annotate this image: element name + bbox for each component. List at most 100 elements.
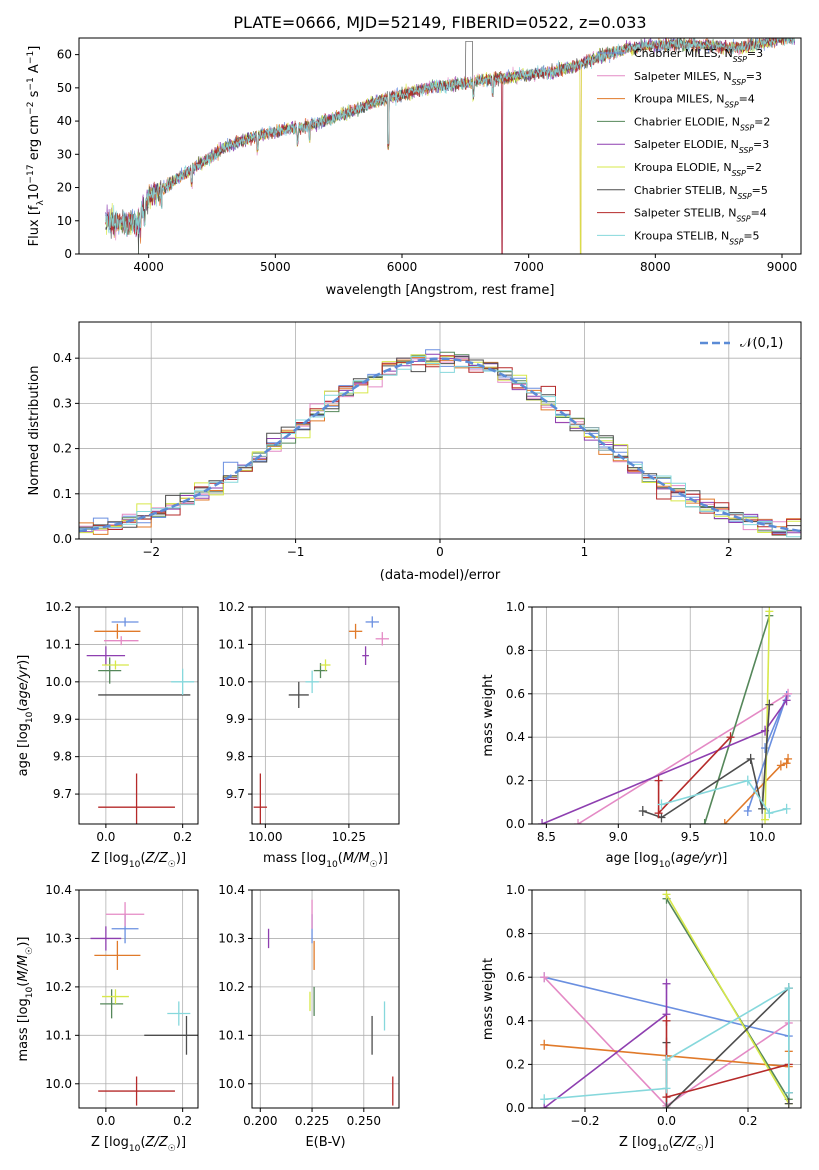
y-axis-label: mass [log10(M/M☉)] — [16, 937, 35, 1062]
x-axis-label: E(B-V) — [305, 1135, 345, 1150]
x-axis-label: Z [log10(Z/Z☉)] — [91, 1135, 186, 1154]
y-tick-label: 10.1 — [45, 637, 72, 651]
legend-entry: Chabrier MILES, NSSP=3 — [634, 47, 763, 64]
y-tick-label: 60 — [57, 48, 72, 62]
chart-title: PLATE=0666, MJD=52149, FIBERID=0522, z=0… — [233, 13, 646, 32]
legend: Chabrier MILES, NSSP=3 Salpeter MILES, NS… — [597, 47, 770, 246]
y-tick-label: 10.4 — [218, 883, 245, 897]
y-tick-label: 0.6 — [506, 970, 525, 984]
y-tick-label: 10.3 — [218, 931, 245, 945]
y-tick-label: 9.8 — [226, 750, 245, 764]
data-point — [86, 646, 126, 665]
data-point — [305, 670, 319, 694]
y-tick-label: 1.0 — [506, 883, 525, 897]
y-tick-label: 40 — [57, 114, 72, 128]
x-tick-label: 0.2 — [173, 830, 192, 844]
y-axis-label: mass weight — [481, 958, 496, 1040]
y-axis-label: Flux [fλ10−17 erg cm−2 s−1 A−1] — [26, 46, 46, 247]
y-tick-label: 0.2 — [53, 442, 72, 456]
panel-8: −0.2 0.0 0.2 0.0 0.2 0.4 0.6 0.8 1.0 Z [log10(Z/Z… — [481, 883, 802, 1154]
y-tick-label: 10.4 — [45, 883, 72, 897]
x-tick-label: 8.5 — [537, 830, 556, 844]
x-tick-label: 1 — [581, 545, 589, 559]
y-tick-label: 0.3 — [53, 396, 72, 410]
axes-frame — [531, 606, 802, 825]
data-point — [167, 1001, 191, 1026]
x-tick-label: 0.0 — [96, 1114, 115, 1128]
y-tick-label: 20 — [57, 181, 72, 195]
x-tick-label: 7000 — [513, 260, 544, 274]
x-axis-label: age [log10(age/yr)] — [606, 851, 728, 870]
data-point — [94, 940, 141, 970]
x-tick-label: 8000 — [640, 260, 671, 274]
panel-5: 8.5 9.0 9.5 10.0 0.0 0.2 0.4 0.6 0.8 1.0 age [log1… — [481, 600, 802, 870]
series — [662, 890, 793, 1108]
plot-area — [253, 616, 389, 824]
series — [720, 753, 793, 824]
x-axis-label: wavelength [Angstrom, rest frame] — [326, 283, 555, 298]
y-tick-label: 50 — [57, 81, 72, 95]
legend-entry: Salpeter MILES, NSSP=3 — [634, 70, 762, 87]
x-tick-label: 0.2 — [173, 1114, 192, 1128]
axes-frame — [78, 37, 802, 255]
y-tick-label: 10.1 — [45, 1028, 72, 1042]
legend-entry: Kroupa STELIB, NSSP=5 — [634, 229, 760, 246]
x-axis-label: Z [log10(Z/Z☉)] — [619, 1135, 714, 1154]
y-tick-label: 10.0 — [45, 1077, 72, 1091]
legend-entry: 𝒩(0,1) — [740, 336, 783, 351]
series-line — [661, 779, 787, 815]
panel-2: −2 −1 0 1 2 0.0 0.1 0.2 0.3 0.4 (data-model)/error… — [27, 321, 802, 583]
plot-area — [90, 902, 198, 1106]
y-tick-label: 9.9 — [226, 712, 245, 726]
y-tick-label: 0.4 — [506, 730, 525, 744]
series-line — [665, 986, 790, 1108]
x-tick-label: 0.225 — [295, 1114, 329, 1128]
legend-entry: Salpeter ELODIE, NSSP=3 — [634, 138, 769, 155]
y-tick-label: 0.0 — [506, 817, 525, 831]
legend-entry: Salpeter STELIB, NSSP=4 — [634, 207, 767, 224]
axes-frame — [78, 889, 199, 1109]
y-tick-label: 10.2 — [218, 980, 245, 994]
axes-frame — [78, 321, 802, 540]
data-point — [320, 659, 331, 671]
x-tick-label: 0.0 — [657, 1114, 676, 1128]
data-point — [375, 632, 389, 646]
x-tick-label: −1 — [287, 545, 305, 559]
x-tick-label: 4000 — [133, 260, 164, 274]
x-tick-label: 10.00 — [248, 830, 282, 844]
panel-6: 0.0 0.2 10.0 10.1 10.2 10.3 10.4 Z [log10(Z/Z☉)… — [16, 883, 199, 1154]
y-tick-label: 10 — [57, 214, 72, 228]
y-tick-label: 0.0 — [506, 1101, 525, 1115]
series-line — [105, 38, 795, 236]
data-point — [288, 681, 309, 709]
y-tick-label: 10.0 — [218, 1077, 245, 1091]
axes-frame — [531, 889, 802, 1109]
data-point — [144, 1015, 198, 1055]
data-point — [98, 773, 175, 824]
axes-frame — [78, 606, 199, 825]
y-tick-label: 0.8 — [506, 643, 525, 657]
x-axis-label: Z [log10(Z/Z☉)] — [91, 851, 186, 870]
y-tick-label: 9.9 — [53, 712, 72, 726]
y-tick-label: 10.3 — [45, 931, 72, 945]
y-axis-label: Normed distribution — [27, 366, 42, 496]
data-point — [100, 989, 124, 1019]
panel-3: 0.0 0.2 9.7 9.8 9.9 10.0 10.1 10.2 Z [log10(Z/Z☉… — [16, 600, 199, 870]
y-tick-label: 10.1 — [218, 637, 245, 651]
panel-7: 0.200 0.225 0.250 10.0 10.1 10.2 10.3 10.4 E(B-V… — [218, 883, 400, 1150]
y-tick-label: 0.8 — [506, 927, 525, 941]
data-point — [103, 636, 139, 646]
normal-reference-curve — [79, 357, 801, 533]
y-tick-label: 0.2 — [506, 774, 525, 788]
data-point — [362, 646, 369, 665]
x-tick-label: 2 — [725, 545, 733, 559]
data-point — [105, 902, 145, 927]
data-point — [90, 926, 122, 951]
legend-entry: Kroupa ELODIE, NSSP=2 — [634, 161, 762, 178]
y-tick-label: 0.1 — [53, 487, 72, 501]
series-line — [577, 693, 789, 824]
y-tick-label: 1.0 — [506, 600, 525, 614]
x-tick-label: 6000 — [387, 260, 418, 274]
panel-4: 10.00 10.25 9.7 9.8 9.9 10.0 10.1 10.2 mass [log… — [218, 600, 400, 870]
data-point — [98, 657, 122, 684]
